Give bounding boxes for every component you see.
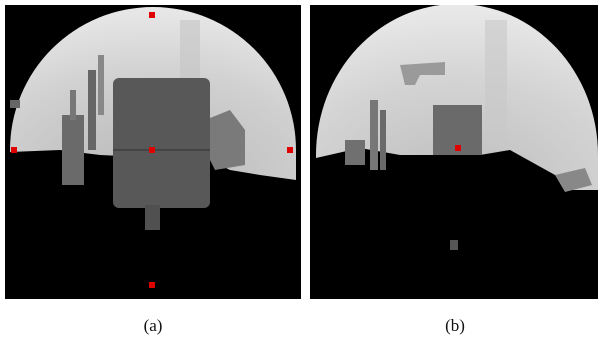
depth-image-b xyxy=(310,4,598,299)
caption-a: (a) xyxy=(144,316,163,335)
caption-b: (b) xyxy=(445,316,465,335)
markers-b xyxy=(455,145,461,151)
figure: (a) (b) xyxy=(0,0,603,339)
